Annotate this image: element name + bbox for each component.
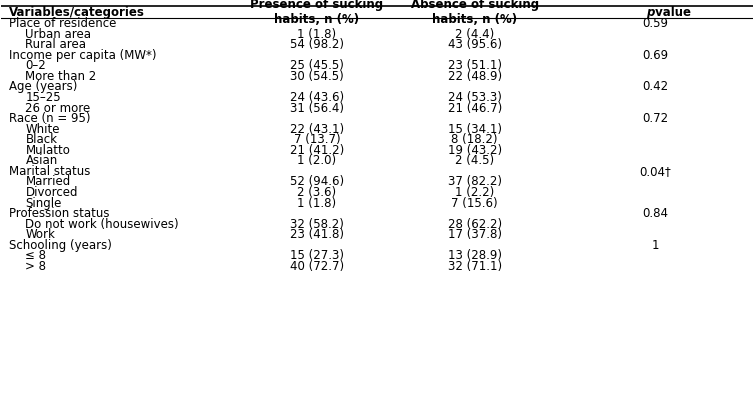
Text: p: p <box>646 5 654 19</box>
Text: More than 2: More than 2 <box>26 70 97 83</box>
Text: 54 (98.2): 54 (98.2) <box>290 38 344 51</box>
Text: Variables/categories: Variables/categories <box>9 5 145 19</box>
Text: Work: Work <box>26 228 55 241</box>
Text: 26 or more: 26 or more <box>26 101 90 115</box>
Text: Place of residence: Place of residence <box>9 17 116 30</box>
Text: 1 (1.8): 1 (1.8) <box>297 197 336 210</box>
Text: 0.69: 0.69 <box>642 49 668 62</box>
Text: 0.84: 0.84 <box>642 207 668 220</box>
Text: Schooling (years): Schooling (years) <box>9 239 112 252</box>
Text: 1 (2.2): 1 (2.2) <box>455 186 495 199</box>
Text: 22 (43.1): 22 (43.1) <box>290 123 344 136</box>
Text: 24 (43.6): 24 (43.6) <box>290 91 344 104</box>
Text: 2 (4.5): 2 (4.5) <box>455 154 494 167</box>
Text: Single: Single <box>26 197 62 210</box>
Text: 8 (18.2): 8 (18.2) <box>452 133 498 146</box>
Text: > 8: > 8 <box>26 260 47 273</box>
Text: 32 (71.1): 32 (71.1) <box>448 260 501 273</box>
Text: 19 (43.2): 19 (43.2) <box>448 144 501 157</box>
Text: 15 (27.3): 15 (27.3) <box>290 249 344 262</box>
Text: Asian: Asian <box>26 154 57 167</box>
Text: 21 (46.7): 21 (46.7) <box>448 101 501 115</box>
Text: Absence of sucking
habits, n (%): Absence of sucking habits, n (%) <box>411 0 538 26</box>
Text: 15–25: 15–25 <box>26 91 61 104</box>
Text: 0.04†: 0.04† <box>639 165 671 178</box>
Text: 1: 1 <box>651 239 659 252</box>
Text: 0–2: 0–2 <box>26 59 46 72</box>
Text: Urban area: Urban area <box>26 28 91 41</box>
Text: 15 (34.1): 15 (34.1) <box>448 123 501 136</box>
Text: Marital status: Marital status <box>9 165 90 178</box>
Text: White: White <box>26 123 60 136</box>
Text: 23 (51.1): 23 (51.1) <box>448 59 501 72</box>
Text: 32 (58.2): 32 (58.2) <box>290 218 344 231</box>
Text: 1 (1.8): 1 (1.8) <box>297 28 336 41</box>
Text: Married: Married <box>26 176 71 188</box>
Text: 7 (15.6): 7 (15.6) <box>452 197 498 210</box>
Text: 37 (82.2): 37 (82.2) <box>448 176 501 188</box>
Text: Mulatto: Mulatto <box>26 144 70 157</box>
Text: 1 (2.0): 1 (2.0) <box>297 154 336 167</box>
Text: 25 (45.5): 25 (45.5) <box>290 59 344 72</box>
Text: 31 (56.4): 31 (56.4) <box>290 101 344 115</box>
Text: Profession status: Profession status <box>9 207 109 220</box>
Text: 24 (53.3): 24 (53.3) <box>448 91 501 104</box>
Text: 28 (62.2): 28 (62.2) <box>448 218 501 231</box>
Text: Do not work (housewives): Do not work (housewives) <box>26 218 179 231</box>
Text: 40 (72.7): 40 (72.7) <box>290 260 344 273</box>
Text: 0.42: 0.42 <box>642 80 668 94</box>
Text: Presence of sucking
habits, n (%): Presence of sucking habits, n (%) <box>250 0 384 26</box>
Text: 43 (95.6): 43 (95.6) <box>448 38 501 51</box>
Text: Income per capita (MW*): Income per capita (MW*) <box>9 49 156 62</box>
Text: Black: Black <box>26 133 57 146</box>
Text: 0.59: 0.59 <box>642 17 668 30</box>
Text: 23 (41.8): 23 (41.8) <box>290 228 344 241</box>
Text: Divorced: Divorced <box>26 186 78 199</box>
Text: 21 (41.2): 21 (41.2) <box>290 144 344 157</box>
Text: ≤ 8: ≤ 8 <box>26 249 47 262</box>
Text: 30 (54.5): 30 (54.5) <box>290 70 344 83</box>
Text: value: value <box>651 5 691 19</box>
Text: 7 (13.7): 7 (13.7) <box>293 133 340 146</box>
Text: 2 (4.4): 2 (4.4) <box>455 28 495 41</box>
Text: 0.72: 0.72 <box>642 112 668 125</box>
Text: Age (years): Age (years) <box>9 80 77 94</box>
Text: Rural area: Rural area <box>26 38 87 51</box>
Text: 22 (48.9): 22 (48.9) <box>448 70 501 83</box>
Text: Race (n = 95): Race (n = 95) <box>9 112 90 125</box>
Text: 52 (94.6): 52 (94.6) <box>290 176 344 188</box>
Text: 2 (3.6): 2 (3.6) <box>297 186 336 199</box>
Text: 17 (37.8): 17 (37.8) <box>448 228 501 241</box>
Text: 13 (28.9): 13 (28.9) <box>448 249 501 262</box>
